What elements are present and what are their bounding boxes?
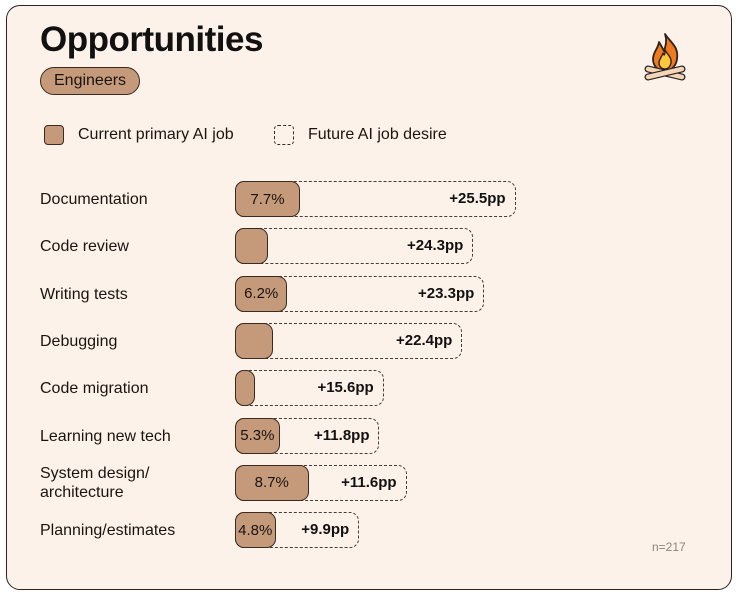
campfire-icon <box>644 33 686 81</box>
category-label: Documentation <box>40 191 148 208</box>
future-diff-label: +23.3pp <box>417 284 475 302</box>
current-bar: 5.3% <box>235 417 280 454</box>
chart-title: Opportunities <box>40 20 263 59</box>
chart-card <box>6 5 732 590</box>
current-bar: 6.2% <box>235 275 288 312</box>
legend-current-swatch <box>44 125 64 145</box>
category-label: Code review <box>40 238 129 256</box>
category-label: Writing tests <box>40 285 128 303</box>
current-bar <box>235 370 255 407</box>
future-diff-label: +25.5pp <box>449 190 506 207</box>
current-value-label: 7.7% <box>250 190 285 208</box>
future-diff-label: +9.9pp <box>301 521 350 539</box>
future-diff-label: +15.6pp <box>317 379 374 397</box>
category-label: System design/architecture <box>40 464 150 501</box>
legend-future: Future AI job desire <box>274 123 447 147</box>
category-label: Debugging <box>40 332 118 350</box>
audience-badge: Engineers <box>40 67 141 95</box>
future-diff-label: +11.8pp <box>314 426 370 444</box>
sample-size-note: n=217 <box>652 540 686 554</box>
legend-future-label: Future AI job desire <box>308 126 447 143</box>
current-bar <box>235 228 268 265</box>
future-diff-label: +24.3pp <box>407 237 464 255</box>
current-value-label: 5.3% <box>240 427 275 444</box>
current-value-label: 4.8% <box>238 521 273 539</box>
category-label: Planning/estimates <box>40 522 176 540</box>
current-value-label: 8.7% <box>254 474 289 492</box>
legend-current: Current primary AI job <box>44 123 234 147</box>
future-diff-label: +22.4pp <box>396 331 453 349</box>
category-label: Code migration <box>40 380 149 398</box>
current-bar: 8.7% <box>235 464 309 501</box>
current-value-label: 6.2% <box>244 285 279 303</box>
current-bar <box>235 322 274 359</box>
current-bar: 7.7% <box>235 181 301 217</box>
future-diff-label: +11.6pp <box>341 473 397 491</box>
category-label: Learning new tech <box>40 427 171 445</box>
legend-future-swatch <box>274 125 294 145</box>
current-bar: 4.8% <box>235 512 276 549</box>
legend-current-label: Current primary AI job <box>78 126 234 143</box>
